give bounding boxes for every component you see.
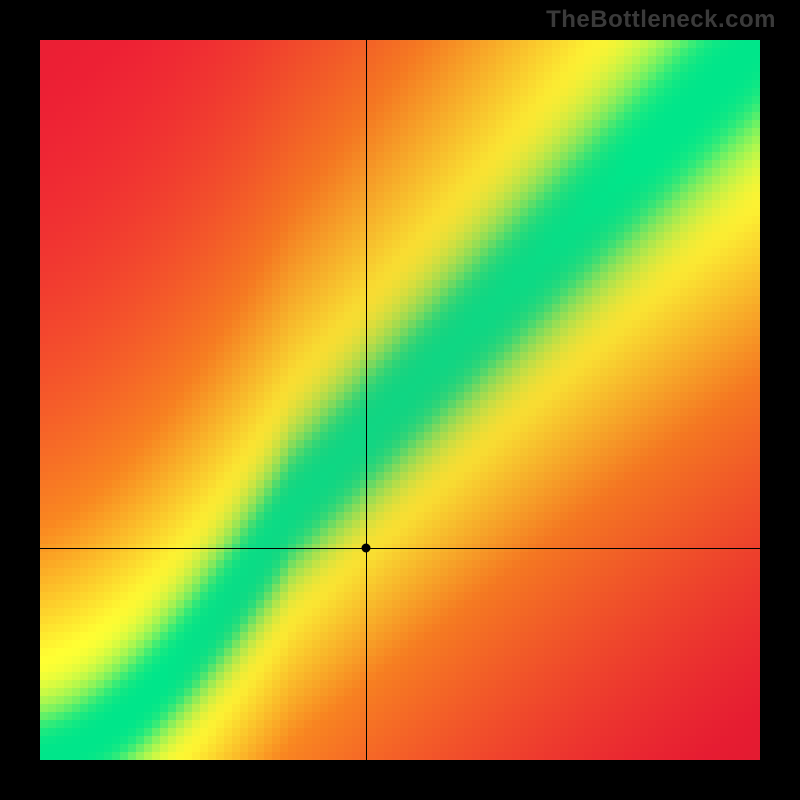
heatmap-canvas: [40, 40, 760, 760]
watermark-text: TheBottleneck.com: [546, 6, 776, 34]
crosshair-vertical: [366, 40, 367, 760]
crosshair-horizontal: [40, 548, 760, 549]
plot-area: [40, 40, 760, 760]
crosshair-marker: [362, 543, 371, 552]
chart-container: TheBottleneck.com: [0, 0, 800, 800]
